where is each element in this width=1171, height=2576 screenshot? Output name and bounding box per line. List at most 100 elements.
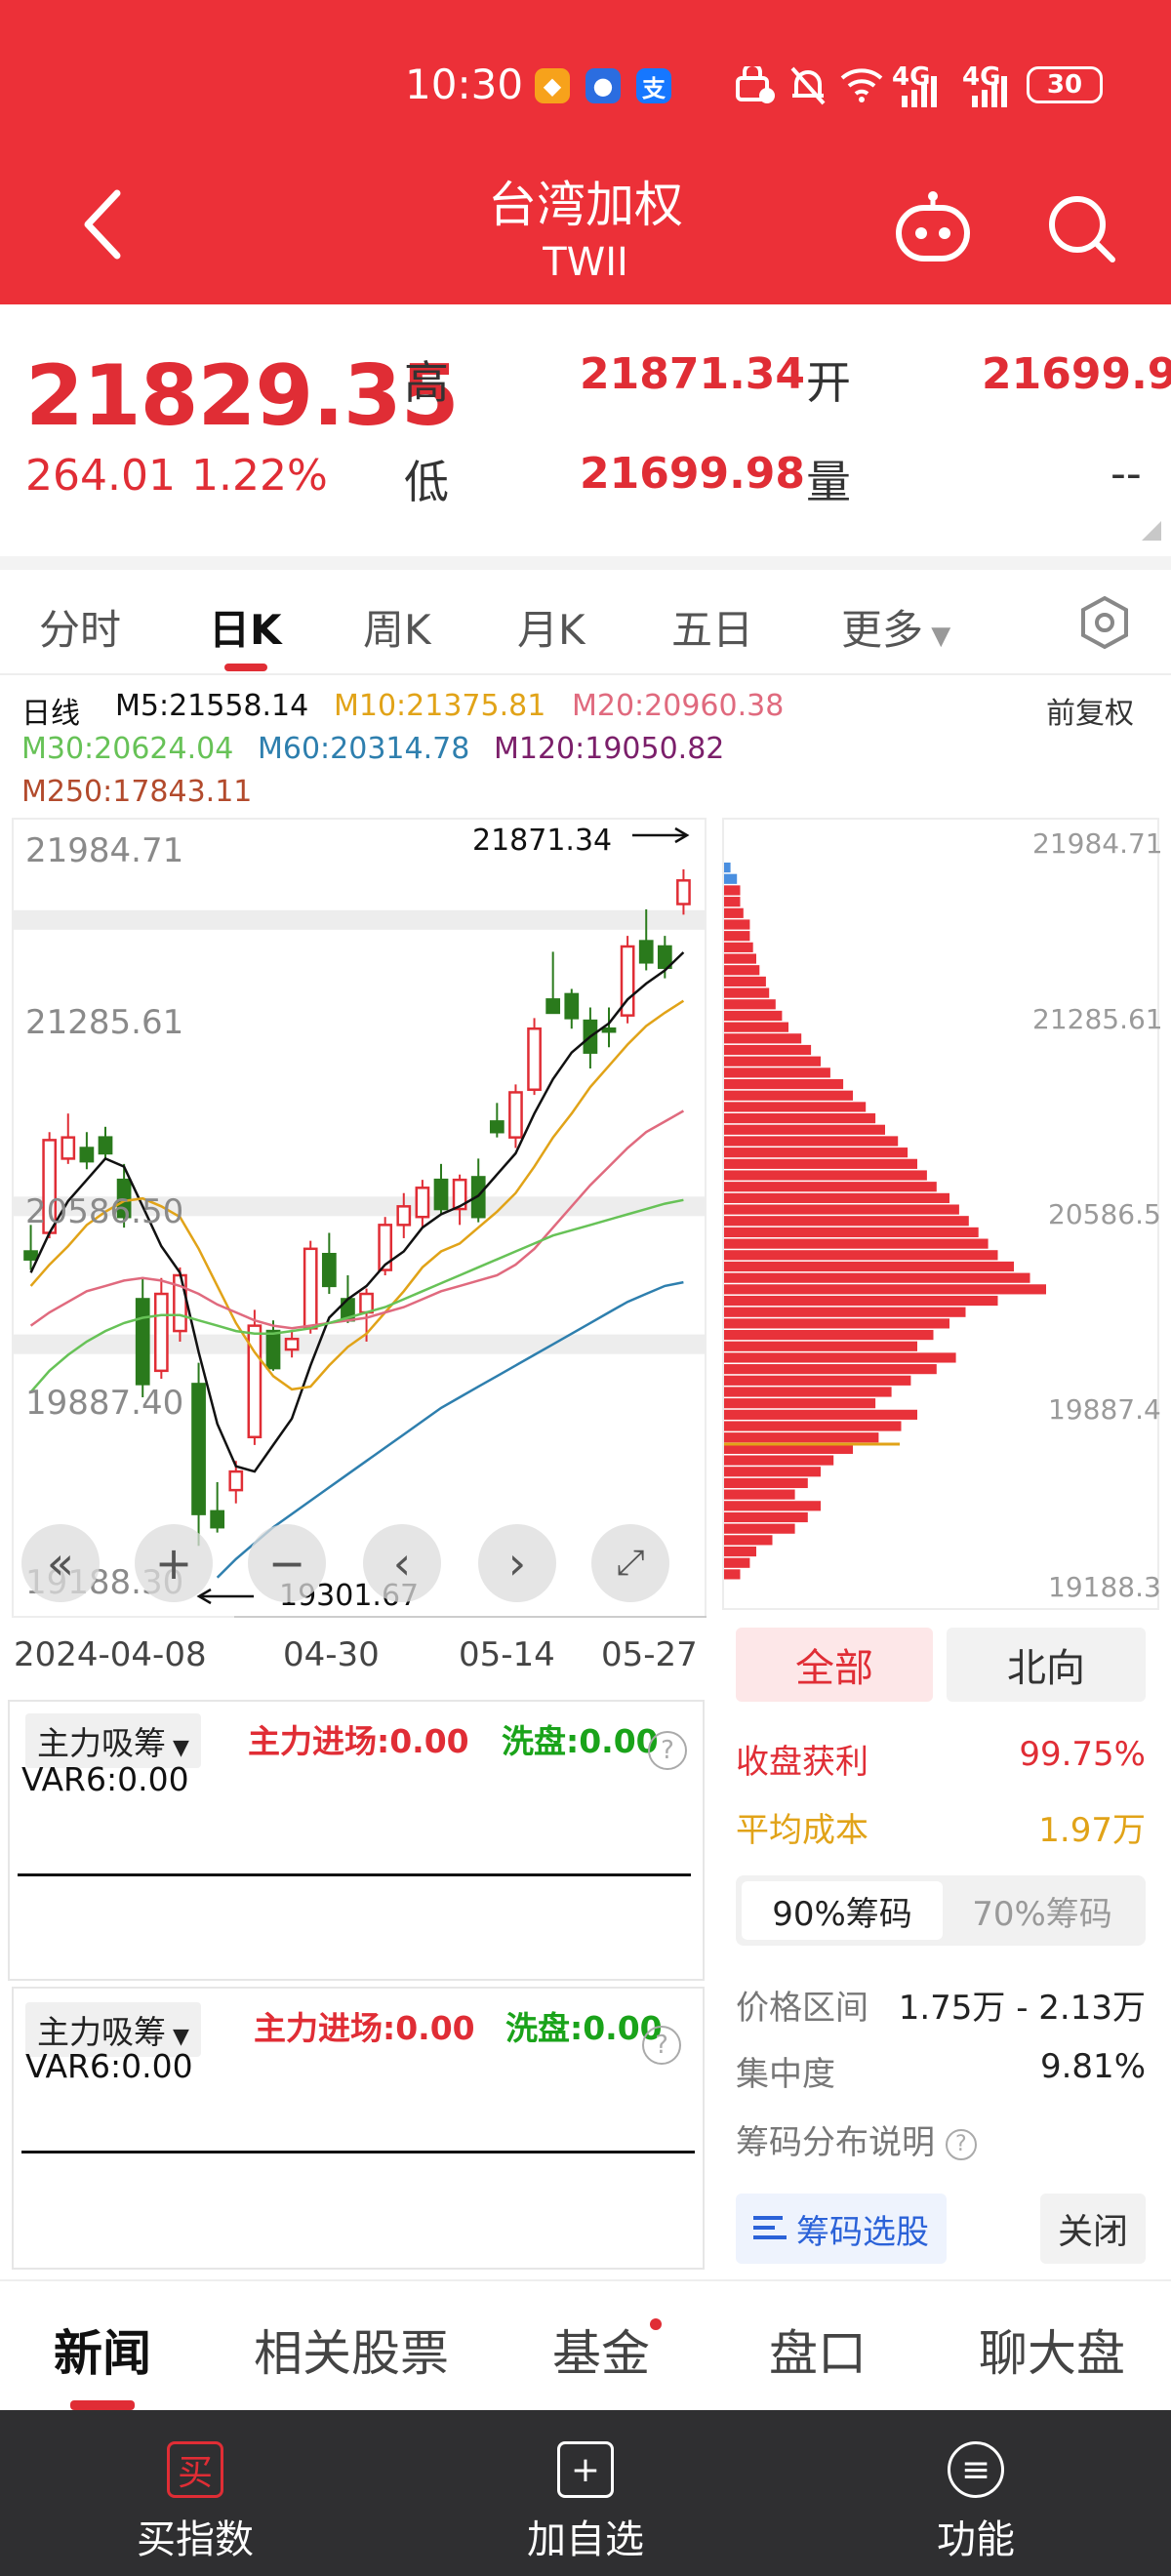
candle-body [676, 879, 691, 906]
tab-chip-90[interactable]: 90%筹码 [742, 1881, 943, 1940]
segment-north[interactable]: 北向 [947, 1628, 1146, 1702]
price-band [14, 1334, 705, 1354]
jump-start-button[interactable]: « [21, 1524, 100, 1602]
chip-bar [724, 1421, 902, 1431]
candle-body [284, 1337, 300, 1351]
chip-bar [724, 931, 750, 942]
price-range-label: 价格区间 [736, 1989, 868, 2028]
chip-select-button[interactable]: 筹码选股 [736, 2194, 947, 2264]
candle-body [61, 1136, 76, 1160]
volume-label: 量 [806, 456, 851, 508]
tab-daily-k[interactable]: 日K [209, 606, 282, 654]
price-band [14, 909, 705, 930]
robot-icon[interactable] [893, 190, 973, 266]
price-band [14, 1196, 705, 1217]
tab-more[interactable]: 更多 ▼ [841, 597, 950, 657]
chip-bar [724, 1124, 885, 1135]
zoom-in-button[interactable]: + [135, 1524, 213, 1602]
indicator-selector[interactable]: 主力吸筹 ▼ [25, 1713, 201, 1768]
chip-bar [724, 1204, 959, 1215]
scroll-right-button[interactable]: › [478, 1524, 556, 1602]
chip-bar [724, 1432, 879, 1443]
chip-bar [724, 953, 756, 964]
chevron-left-icon: ‹ [392, 1537, 412, 1590]
kline-chart-frame[interactable] [12, 818, 707, 1618]
tab-monthly-k[interactable]: 月K [517, 606, 586, 654]
tab-five-day[interactable]: 五日 [671, 606, 754, 654]
ma-m20: M20:20960.38 [572, 689, 785, 723]
minus-icon: − [267, 1537, 306, 1590]
help-icon[interactable]: ? [642, 2026, 681, 2065]
chip-bar [724, 1147, 909, 1158]
chip-bar [724, 1557, 750, 1568]
indicator-line [18, 1873, 691, 1876]
candle-body [210, 1509, 225, 1529]
price-axis-label: 21984.71 [25, 831, 184, 870]
low-value: 21699.98 [580, 449, 806, 499]
candle-body [545, 998, 561, 1015]
high-value: 21871.34 [580, 349, 806, 399]
indicator-panel-2: 主力吸筹 ▼ 主力进场:0.00 洗盘:0.00 ? VAR6:0.00 [12, 1987, 705, 2270]
expand-icon: ⤢ [616, 1543, 645, 1583]
tab-funds[interactable]: 基金 [552, 2325, 650, 2382]
tab-news[interactable]: 新闻 [54, 2325, 151, 2382]
price-change: 264.01 [25, 451, 176, 501]
chip-bar [724, 1352, 956, 1363]
chip-bar [724, 1546, 756, 1557]
chip-bar [724, 1398, 876, 1409]
back-arrow-icon[interactable] [78, 185, 127, 263]
kline-chart[interactable] [14, 820, 705, 1616]
menu-icon: ≡ [948, 2441, 1004, 2498]
chip-explain-link[interactable]: 筹码分布说明 ? [736, 2115, 977, 2163]
expand-corner-icon[interactable] [1142, 521, 1161, 541]
tab-weekly-k[interactable]: 周K [363, 606, 431, 654]
chip-bar [724, 1443, 853, 1454]
indicator-entry: 主力进场:0.00 [254, 2009, 475, 2047]
candle-body [564, 992, 580, 1020]
alipay-icon: 支 [636, 68, 671, 103]
settings-hexagon-icon[interactable] [1077, 595, 1132, 650]
chip-bar [724, 1261, 1014, 1272]
indicator-wash: 洗盘:0.00 [505, 2009, 663, 2047]
chip-bar [724, 1409, 917, 1420]
add-watchlist-label: 加自选 [527, 2517, 644, 2562]
candle-body [433, 1178, 449, 1211]
chip-bar [724, 1329, 934, 1341]
chevron-down-icon: ▼ [923, 622, 951, 651]
indicator-selector[interactable]: 主力吸筹 ▼ [25, 2002, 201, 2057]
indicator-selector-label: 主力吸筹 [37, 1724, 166, 1762]
ma-line-m60 [216, 1280, 684, 1579]
low-marker-arrow-icon [195, 1587, 254, 1606]
add-watchlist-button[interactable]: + 加自选 [468, 2410, 703, 2564]
segment-all[interactable]: 全部 [736, 1628, 933, 1702]
candle-body [135, 1298, 150, 1386]
tab-intraday[interactable]: 分时 [39, 606, 122, 654]
chevron-down-icon: ▼ [166, 1736, 189, 1760]
chip-bar [724, 1192, 949, 1203]
adjust-mode[interactable]: 前复权 [1046, 697, 1134, 731]
close-chip-button[interactable]: 关闭 [1040, 2194, 1146, 2264]
tab-order-book[interactable]: 盘口 [769, 2325, 867, 2382]
tab-market-chat[interactable]: 聊大盘 [979, 2325, 1125, 2382]
chip-bar [724, 1341, 917, 1351]
tab-related-stocks[interactable]: 相关股票 [254, 2325, 449, 2382]
chip-axis-label: 19887.4 [1048, 1393, 1161, 1426]
avg-cost-value: 1.97万 [1038, 1811, 1146, 1850]
search-icon[interactable] [1044, 191, 1118, 265]
chip-explain-label: 筹码分布说明 [736, 2123, 935, 2162]
chip-bar [724, 1387, 892, 1397]
scroll-left-button[interactable]: ‹ [363, 1524, 441, 1602]
tab-chip-70[interactable]: 70%筹码 [972, 1894, 1112, 1934]
functions-button[interactable]: ≡ 功能 [859, 2410, 1093, 2564]
help-icon[interactable]: ? [648, 1731, 687, 1770]
high-marker-label: 21871.34 [472, 824, 613, 858]
zoom-out-button[interactable]: − [248, 1524, 326, 1602]
chip-bar [724, 1375, 911, 1386]
fullscreen-button[interactable]: ⤢ [591, 1524, 669, 1602]
chip-bar [724, 919, 750, 930]
chip-bar [724, 1455, 834, 1466]
buy-index-button[interactable]: 买 买指数 [78, 2410, 312, 2564]
chip-bar [724, 1467, 821, 1477]
low-label: 低 [404, 456, 449, 508]
chip-bar [724, 1238, 989, 1249]
